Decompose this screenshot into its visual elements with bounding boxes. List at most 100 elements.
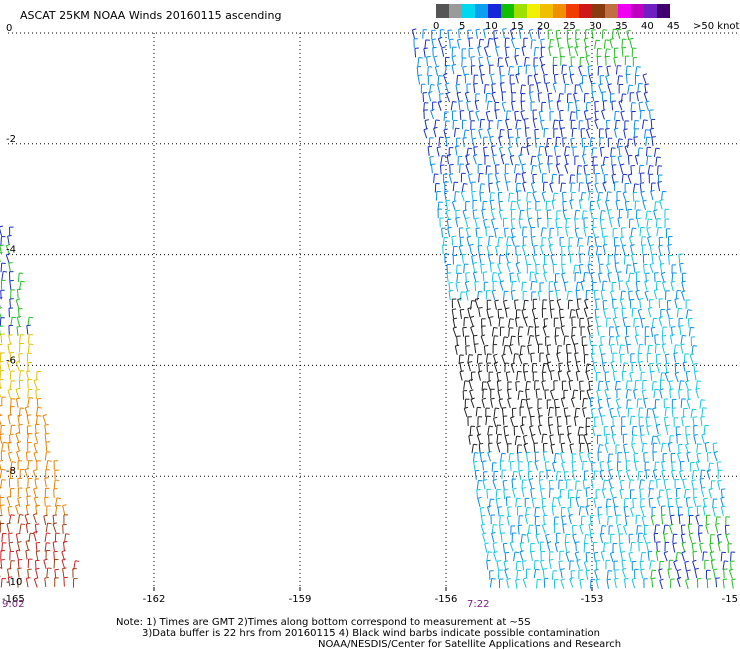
wind-barb bbox=[604, 48, 607, 58]
wind-barb bbox=[482, 461, 484, 471]
wind-barb-flag bbox=[569, 443, 574, 446]
wind-barb bbox=[564, 534, 567, 544]
wind-barb-flag bbox=[693, 496, 698, 499]
wind-barb bbox=[705, 524, 709, 534]
wind-barb bbox=[622, 318, 626, 328]
wind-barb bbox=[583, 543, 586, 553]
wind-barb-flag bbox=[679, 325, 684, 327]
wind-barb bbox=[640, 435, 643, 445]
wind-barb-flag bbox=[711, 559, 716, 561]
wind-barb bbox=[569, 560, 571, 570]
wind-barb bbox=[497, 309, 500, 319]
wind-barb-flag bbox=[562, 523, 567, 525]
wind-barb bbox=[610, 426, 614, 436]
wind-barb-flag bbox=[651, 515, 656, 518]
wind-barb bbox=[552, 83, 557, 93]
wind-barb bbox=[468, 38, 471, 48]
wind-barb-flag bbox=[725, 533, 730, 536]
wind-barb-flag bbox=[427, 145, 433, 148]
wind-barb bbox=[651, 578, 654, 588]
wind-barb-flag bbox=[460, 308, 465, 311]
wind-barb bbox=[616, 30, 621, 39]
wind-barb-flag bbox=[582, 192, 587, 194]
wind-barb bbox=[631, 444, 636, 454]
wind-barb-flag bbox=[554, 145, 559, 148]
wind-barb-flag bbox=[498, 272, 503, 275]
wind-barb bbox=[720, 498, 724, 507]
wind-barb-flag bbox=[699, 477, 704, 480]
wind-barb-flag bbox=[607, 83, 612, 86]
wind-barb bbox=[554, 336, 557, 346]
wind-barb bbox=[505, 236, 509, 246]
wind-barb bbox=[599, 534, 604, 544]
wind-barb-flag bbox=[511, 200, 517, 203]
wind-barb-flag bbox=[540, 38, 545, 41]
wind-barb-flag bbox=[601, 289, 606, 292]
wind-barb bbox=[687, 390, 689, 400]
wind-barb bbox=[465, 155, 469, 165]
wind-barb bbox=[633, 263, 636, 273]
wind-barb bbox=[532, 119, 536, 129]
wind-barb bbox=[464, 93, 469, 103]
wind-barb-flag bbox=[571, 397, 576, 400]
wind-barb bbox=[602, 245, 606, 255]
wind-barb-flag bbox=[525, 254, 530, 257]
wind-barb-flag bbox=[679, 262, 684, 265]
wind-barb bbox=[520, 111, 524, 121]
wind-barb-flag bbox=[656, 362, 661, 365]
wind-barb-flag bbox=[8, 414, 13, 416]
wind-barb-flag bbox=[574, 45, 579, 49]
wind-barb bbox=[444, 120, 447, 130]
wind-barb bbox=[505, 245, 508, 255]
wind-barb bbox=[498, 317, 501, 327]
wind-barb-flag bbox=[631, 253, 636, 256]
wind-barb bbox=[591, 462, 593, 473]
wind-barb bbox=[25, 550, 28, 560]
wind-barb bbox=[479, 192, 482, 202]
wind-barb bbox=[520, 425, 524, 435]
wind-barb-flag bbox=[488, 551, 493, 553]
wind-barb-flag bbox=[493, 542, 498, 544]
wind-barb bbox=[624, 146, 629, 156]
wind-barb bbox=[676, 308, 679, 318]
wind-barb-flag bbox=[649, 262, 654, 266]
wind-barb-flag bbox=[695, 387, 700, 390]
wind-barb bbox=[638, 344, 641, 354]
wind-barb bbox=[663, 479, 667, 490]
wind-barb bbox=[571, 327, 573, 337]
wind-barb-flag bbox=[550, 254, 555, 257]
wind-barb bbox=[44, 451, 47, 461]
wind-barb-flag bbox=[561, 461, 566, 464]
wind-barb-flag bbox=[657, 181, 662, 183]
wind-barb bbox=[437, 84, 441, 94]
wind-barb-flag bbox=[579, 82, 584, 85]
wind-barb-flag bbox=[585, 569, 591, 572]
wind-barb-flag bbox=[670, 280, 675, 283]
wind-barb bbox=[600, 290, 604, 300]
wind-barb bbox=[477, 371, 481, 381]
wind-barb bbox=[592, 218, 594, 228]
wind-barb bbox=[570, 138, 573, 148]
wind-barb bbox=[565, 227, 569, 237]
wind-barb bbox=[477, 47, 481, 57]
wind-barb-flag bbox=[533, 317, 538, 320]
wind-barb bbox=[573, 264, 576, 274]
wind-barb-flag bbox=[574, 352, 579, 355]
wind-barb-flag bbox=[469, 389, 474, 392]
legend-label: 15 bbox=[511, 21, 524, 32]
wind-barb bbox=[515, 173, 518, 183]
wind-barb bbox=[61, 551, 65, 561]
wind-barb-flag bbox=[529, 91, 534, 94]
wind-barb-flag bbox=[522, 244, 527, 247]
wind-barb-flag bbox=[0, 297, 3, 299]
wind-barb-flag bbox=[643, 533, 648, 536]
wind-barb-flag bbox=[462, 65, 467, 68]
wind-barb-flag bbox=[7, 567, 12, 570]
wind-barb bbox=[493, 407, 496, 418]
wind-barb-flag bbox=[474, 217, 480, 220]
wind-barb-flag bbox=[525, 513, 530, 516]
wind-barb bbox=[27, 460, 30, 470]
wind-barb bbox=[544, 147, 548, 157]
wind-barb bbox=[661, 470, 665, 480]
wind-barb-flag bbox=[710, 551, 715, 554]
